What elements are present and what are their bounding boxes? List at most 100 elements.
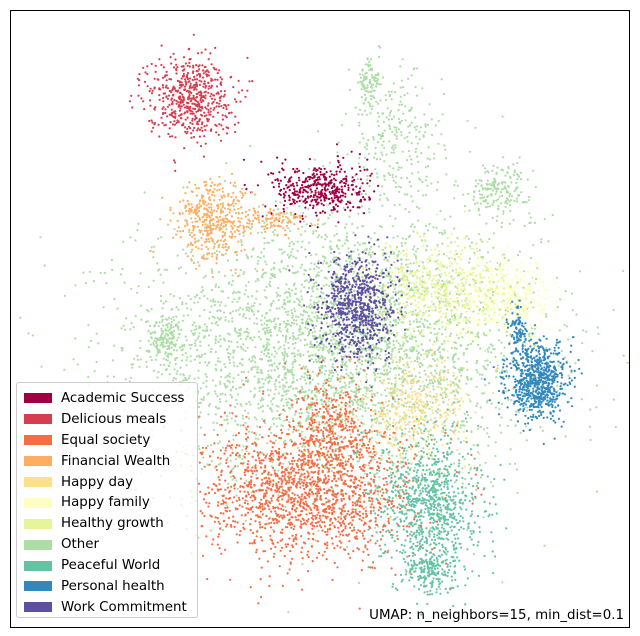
data-point xyxy=(410,462,413,465)
data-point xyxy=(404,332,407,335)
data-point xyxy=(396,161,399,165)
data-point xyxy=(232,467,235,470)
data-point xyxy=(595,406,598,409)
data-point xyxy=(404,105,407,108)
data-point xyxy=(329,260,332,263)
data-point xyxy=(272,418,275,421)
data-point xyxy=(415,135,418,138)
data-point xyxy=(253,395,256,398)
data-point xyxy=(283,376,286,379)
data-point xyxy=(217,463,221,466)
data-point xyxy=(388,255,391,258)
data-point xyxy=(205,375,208,378)
data-point xyxy=(373,526,377,529)
data-point xyxy=(394,318,397,322)
data-point xyxy=(177,336,180,339)
data-point xyxy=(479,193,482,196)
data-point xyxy=(279,330,282,333)
data-point xyxy=(212,247,215,250)
data-point xyxy=(214,413,217,416)
data-point xyxy=(234,405,237,409)
data-point xyxy=(255,297,258,300)
data-point xyxy=(314,191,317,194)
data-point xyxy=(338,326,341,329)
data-point xyxy=(353,178,356,182)
data-point xyxy=(301,563,304,566)
data-point xyxy=(302,309,305,312)
data-point xyxy=(370,458,373,461)
data-point xyxy=(238,291,241,294)
data-point xyxy=(19,316,22,319)
data-point xyxy=(255,290,258,293)
data-point xyxy=(363,242,366,245)
data-point xyxy=(212,379,215,382)
data-point xyxy=(360,88,363,91)
data-point xyxy=(261,404,264,407)
data-point xyxy=(443,421,446,424)
data-point xyxy=(339,515,342,518)
data-point xyxy=(106,375,109,378)
data-point xyxy=(595,490,599,493)
data-point xyxy=(259,256,262,259)
data-point xyxy=(170,346,173,349)
data-point xyxy=(248,358,251,361)
data-point xyxy=(226,385,229,388)
data-point xyxy=(362,340,365,343)
data-point xyxy=(365,148,368,151)
data-point xyxy=(254,437,257,440)
data-point xyxy=(297,196,300,199)
data-point xyxy=(371,343,374,346)
data-point xyxy=(397,168,400,171)
data-point xyxy=(397,128,400,131)
data-point xyxy=(373,374,376,377)
data-point xyxy=(89,339,93,342)
data-point xyxy=(325,262,328,265)
data-point xyxy=(245,450,248,453)
data-point xyxy=(358,73,362,76)
data-point xyxy=(291,417,294,420)
data-point xyxy=(200,398,203,401)
data-point xyxy=(260,319,263,322)
data-point xyxy=(272,300,275,303)
data-point xyxy=(388,433,391,437)
data-point xyxy=(315,398,318,401)
data-point xyxy=(301,217,304,220)
data-point xyxy=(492,281,495,284)
data-point xyxy=(395,137,399,140)
data-point xyxy=(372,346,376,349)
data-point xyxy=(159,344,162,347)
data-point xyxy=(391,361,394,364)
data-point xyxy=(443,365,446,368)
data-point xyxy=(205,379,208,382)
data-point xyxy=(269,426,272,429)
data-point xyxy=(308,315,311,318)
data-point xyxy=(368,251,371,254)
data-point xyxy=(315,317,319,320)
data-point xyxy=(175,315,178,318)
data-point xyxy=(317,130,320,133)
data-point xyxy=(247,295,250,298)
data-point xyxy=(230,417,233,420)
data-point xyxy=(375,85,378,88)
data-point xyxy=(365,402,368,405)
data-point xyxy=(410,195,413,198)
data-point xyxy=(377,72,380,75)
data-point xyxy=(319,170,322,174)
data-point xyxy=(160,315,163,318)
data-point xyxy=(330,197,333,200)
data-point xyxy=(291,192,294,195)
data-point xyxy=(463,458,466,461)
data-point xyxy=(291,314,294,317)
data-point xyxy=(201,353,204,356)
data-point xyxy=(250,225,254,229)
data-point xyxy=(392,179,395,182)
data-point xyxy=(487,350,490,353)
data-point xyxy=(334,203,338,206)
data-point xyxy=(235,398,238,402)
data-point xyxy=(190,343,193,347)
data-point xyxy=(362,196,365,199)
data-point xyxy=(320,317,323,320)
data-point xyxy=(198,297,201,300)
data-point xyxy=(258,205,261,208)
data-point xyxy=(182,248,185,251)
